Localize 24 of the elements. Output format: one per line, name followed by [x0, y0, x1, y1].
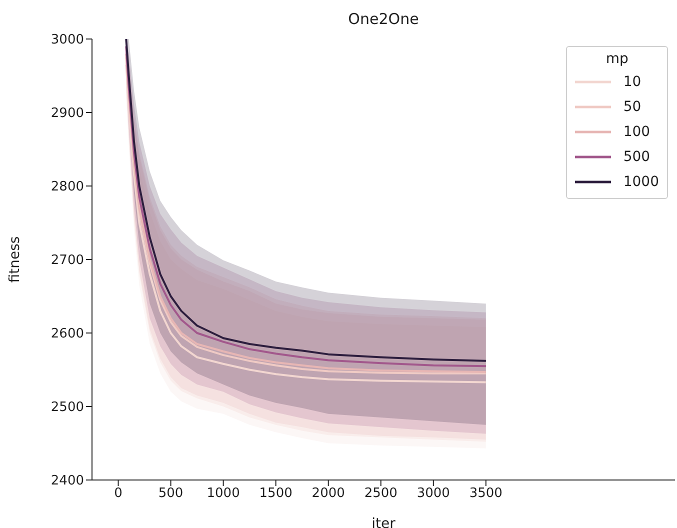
y-tick-label: 2800 — [50, 180, 84, 195]
x-tick-label: 3500 — [469, 486, 502, 502]
legend-label: 1000 — [623, 174, 659, 190]
y-tick-label: 2700 — [50, 253, 84, 268]
chart-title: One2One — [347, 10, 420, 28]
legend-label: 100 — [623, 124, 650, 140]
x-tick-label: 0 — [114, 486, 122, 502]
x-tick-label: 500 — [158, 486, 184, 502]
legend-title: mp — [604, 51, 630, 67]
legend-label: 10 — [623, 74, 642, 90]
x-tick-label: 1000 — [206, 486, 240, 502]
legend-label: 50 — [623, 98, 642, 114]
y-axis-title: fitness — [6, 236, 23, 283]
y-tick-label: 2900 — [50, 106, 84, 122]
x-axis-title: iter — [372, 516, 396, 528]
y-tick-label: 2600 — [50, 326, 84, 342]
y-tick-label: 3000 — [50, 32, 84, 48]
legend-label: 500 — [623, 148, 650, 164]
x-tick-label: 2000 — [312, 486, 345, 502]
y-tick-label: 2500 — [50, 400, 84, 416]
x-tick-label: 2500 — [364, 486, 398, 502]
x-tick-label: 1500 — [259, 486, 292, 502]
x-tick-label: 3000 — [416, 486, 450, 502]
y-tick-label: 2400 — [50, 474, 84, 489]
